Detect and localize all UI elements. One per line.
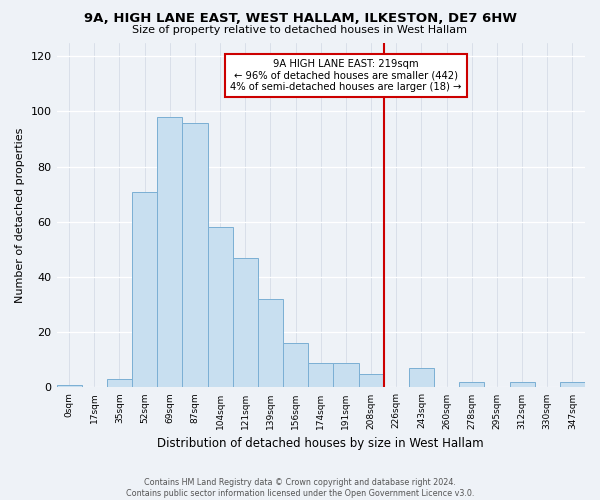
Bar bbox=[308, 362, 334, 388]
Bar bbox=[157, 117, 182, 388]
Bar bbox=[509, 382, 535, 388]
X-axis label: Distribution of detached houses by size in West Hallam: Distribution of detached houses by size … bbox=[157, 437, 484, 450]
Text: 9A HIGH LANE EAST: 219sqm
← 96% of detached houses are smaller (442)
4% of semi-: 9A HIGH LANE EAST: 219sqm ← 96% of detac… bbox=[230, 59, 461, 92]
Y-axis label: Number of detached properties: Number of detached properties bbox=[15, 128, 25, 302]
Bar bbox=[107, 379, 132, 388]
Bar bbox=[409, 368, 434, 388]
Bar bbox=[208, 228, 233, 388]
Bar bbox=[132, 192, 157, 388]
Bar bbox=[334, 362, 359, 388]
Bar bbox=[258, 299, 283, 388]
Text: Contains HM Land Registry data © Crown copyright and database right 2024.
Contai: Contains HM Land Registry data © Crown c… bbox=[126, 478, 474, 498]
Bar bbox=[283, 344, 308, 388]
Bar bbox=[459, 382, 484, 388]
Text: Size of property relative to detached houses in West Hallam: Size of property relative to detached ho… bbox=[133, 25, 467, 35]
Bar bbox=[233, 258, 258, 388]
Bar bbox=[56, 384, 82, 388]
Text: 9A, HIGH LANE EAST, WEST HALLAM, ILKESTON, DE7 6HW: 9A, HIGH LANE EAST, WEST HALLAM, ILKESTO… bbox=[83, 12, 517, 26]
Bar bbox=[560, 382, 585, 388]
Bar bbox=[359, 374, 383, 388]
Bar bbox=[182, 122, 208, 388]
